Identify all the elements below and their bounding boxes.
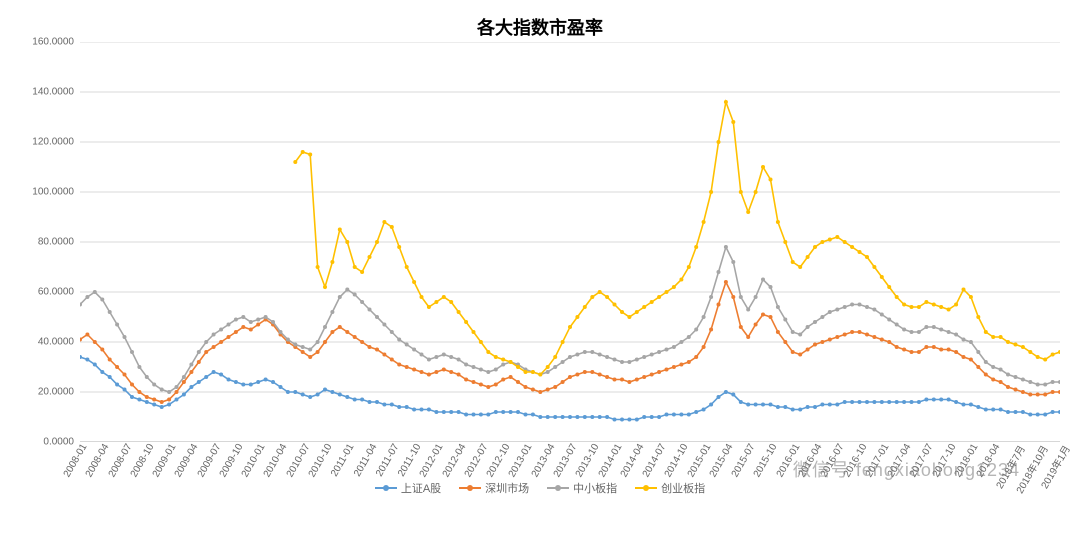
y-tick-label: 20.0000 [38,387,80,398]
y-tick-label: 120.0000 [32,137,80,148]
series-上证A股 [80,355,1060,422]
series-中小板指 [80,245,1060,394]
legend-label: 上证A股 [401,480,441,496]
y-tick-label: 60.0000 [38,287,80,298]
legend-swatch [459,487,481,489]
y-tick-label: 0.0000 [43,437,80,448]
legend-item: 创业板指 [635,480,705,496]
y-tick-label: 160.0000 [32,37,80,48]
legend-swatch [375,487,397,489]
legend: 上证A股 深圳市场 中小板指 创业板指 [20,480,1060,496]
legend-item: 上证A股 [375,480,441,496]
legend-label: 深圳市场 [485,480,529,496]
plot-area: 0.000020.000040.000060.000080.0000100.00… [80,42,1060,442]
y-tick-label: 100.0000 [32,187,80,198]
legend-item: 中小板指 [547,480,617,496]
legend-item: 深圳市场 [459,480,529,496]
y-tick-label: 40.0000 [38,337,80,348]
legend-swatch [635,487,657,489]
y-tick-label: 80.0000 [38,237,80,248]
chart-title: 各大指数市盈率 [20,14,1060,40]
series-创业板指 [293,100,1060,377]
legend-label: 创业板指 [661,480,705,496]
y-tick-label: 140.0000 [32,87,80,98]
legend-swatch [547,487,569,489]
pe-ratio-chart: 各大指数市盈率 0.000020.000040.000060.000080.00… [0,0,1080,552]
legend-label: 中小板指 [573,480,617,496]
